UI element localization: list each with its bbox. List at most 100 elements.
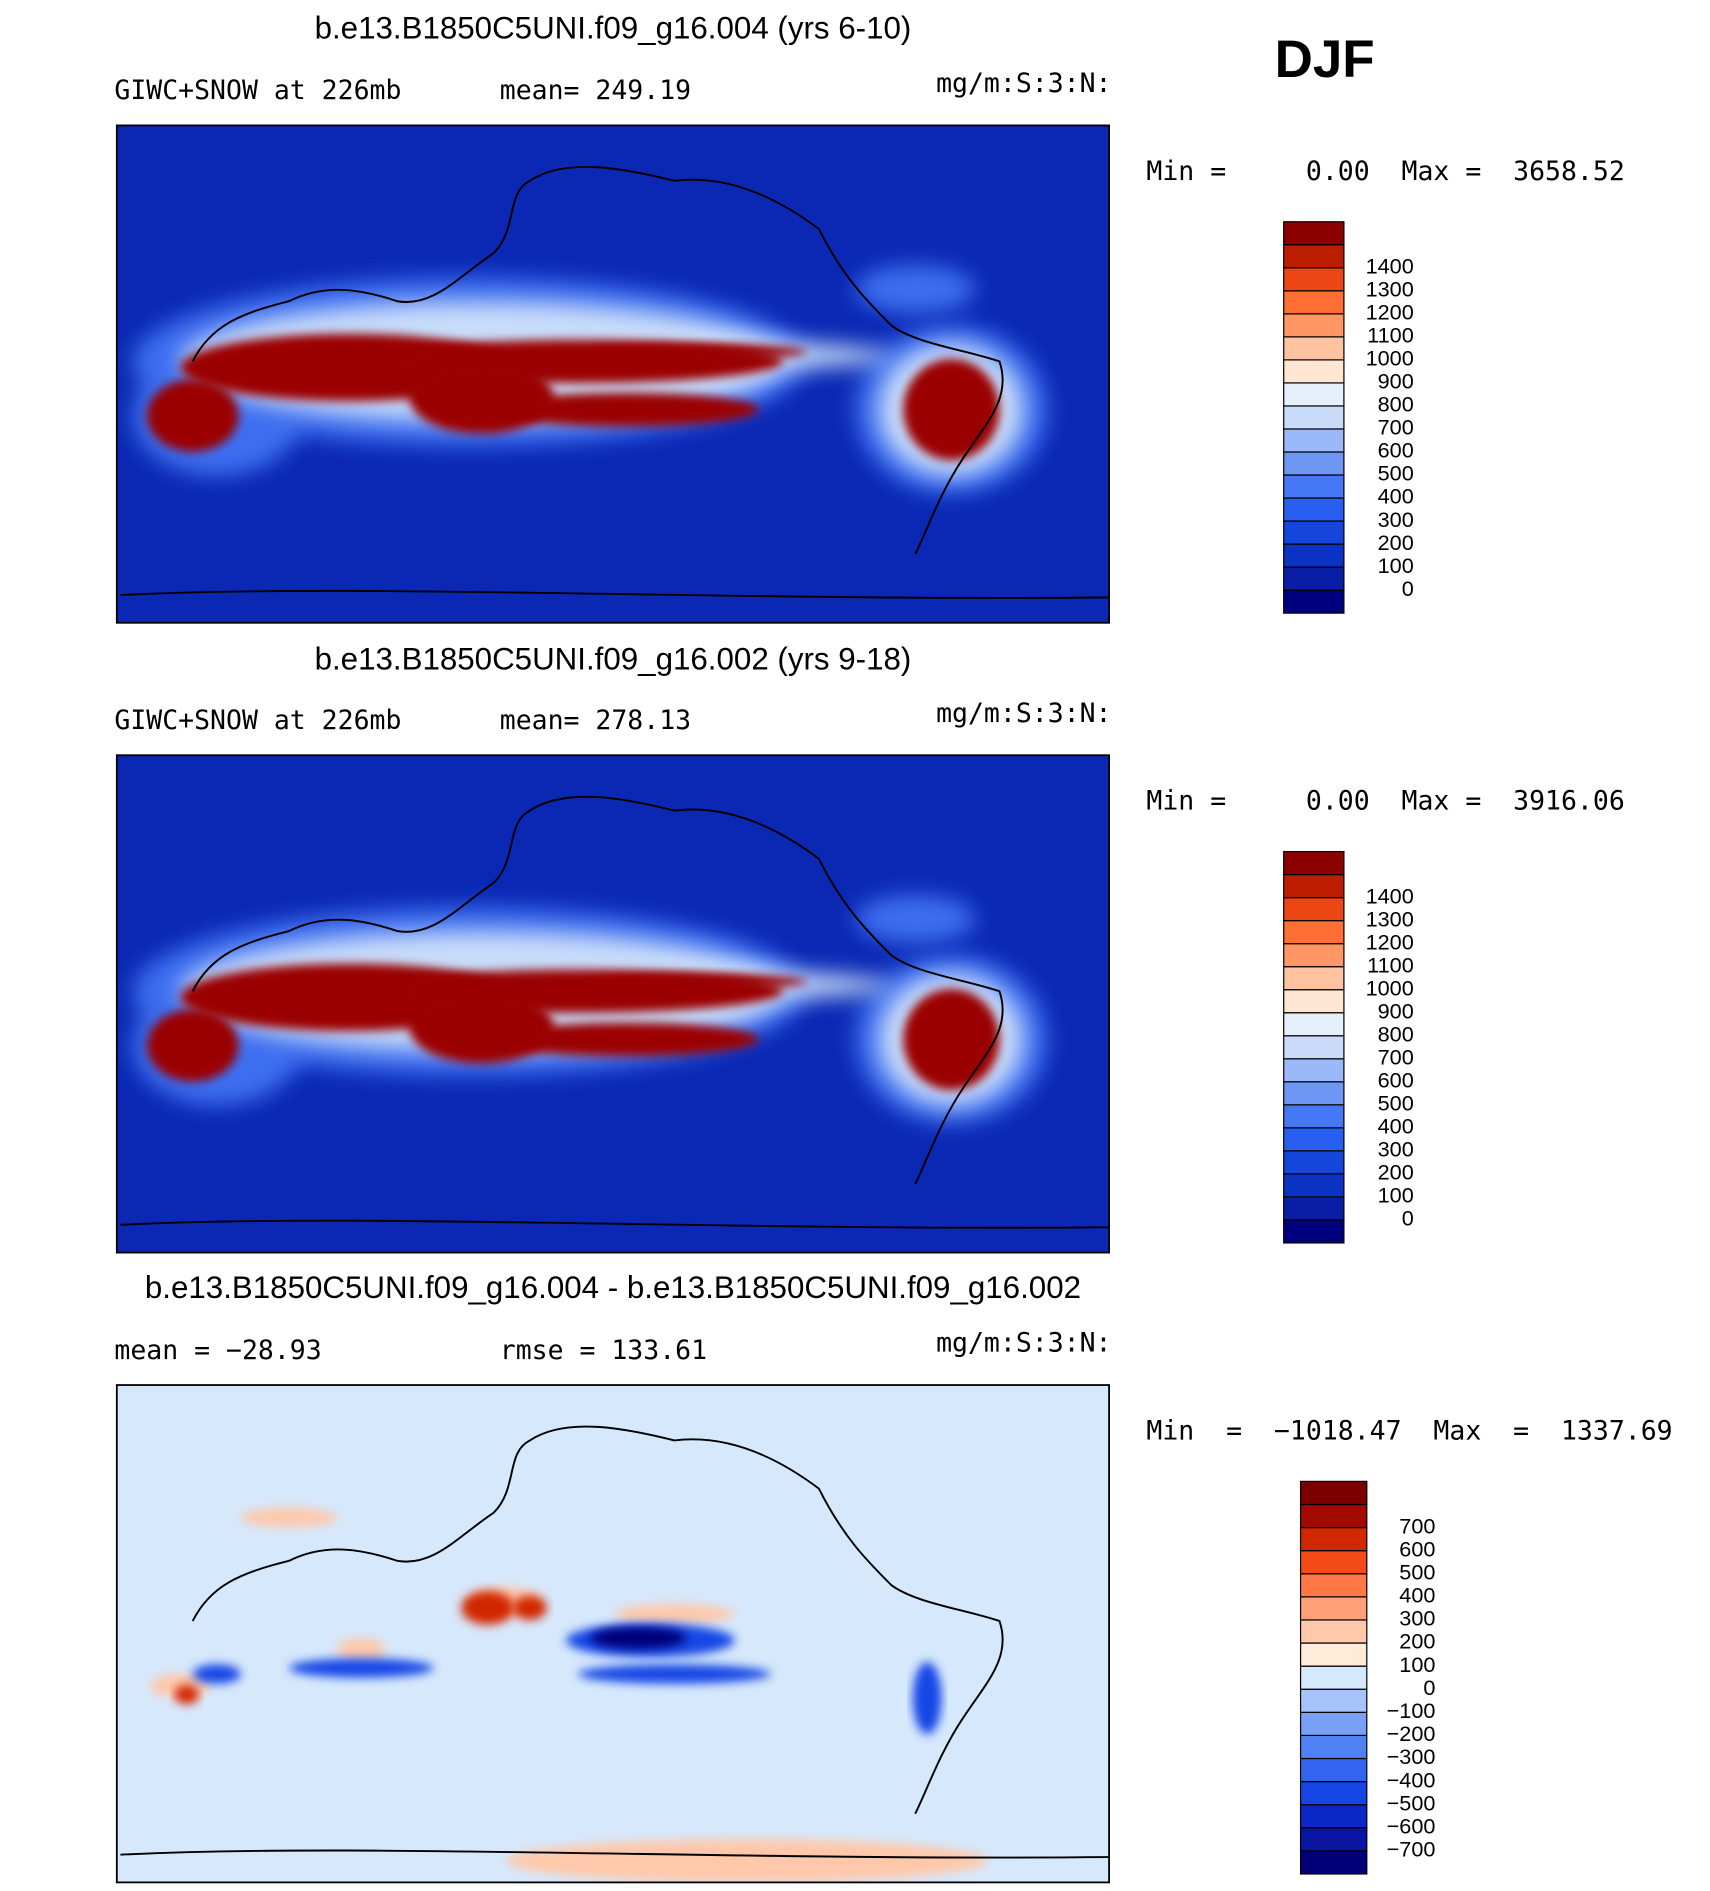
colorbar-label: −400 [1387,1767,1436,1792]
panel-units: mg/m:S:3:N: [936,68,1111,99]
map-field [116,125,1110,623]
field-blob [912,1662,942,1735]
panel-minmax: Min = 0.00 Max = 3916.06 [1146,786,1624,817]
colorbar-label: 600 [1399,1536,1435,1561]
season-label: DJF [1275,30,1375,89]
colorbar-label: 700 [1378,1044,1414,1069]
colorbar-box [1283,1081,1345,1106]
colorbar-box [1283,359,1345,384]
colorbar-label: 200 [1399,1629,1435,1654]
colorbar-label: −500 [1387,1790,1436,1815]
field-blob [174,1684,199,1705]
colorbar-label: 0 [1402,576,1414,601]
colorbar-label: 1300 [1366,277,1414,302]
colorbar-box [1283,989,1345,1014]
colorbar-label: −200 [1387,1721,1436,1746]
colorbar-box [1299,1526,1368,1552]
colorbar-box [1283,543,1345,568]
colorbar-box [1283,897,1345,922]
field-blob [505,1839,988,1883]
field-blob [493,392,759,427]
panel-minmax: Min = −1018.47 Max = 1337.69 [1146,1416,1672,1447]
field-blob [614,1604,735,1624]
colorbar-box [1283,1012,1345,1037]
colorbar-label: 400 [1378,484,1414,509]
colorbar-box [1299,1596,1368,1621]
colorbar-label: 200 [1378,530,1414,555]
panel-stat-label: rmse = 133.61 [500,1335,707,1366]
colorbar-label: 0 [1402,1206,1414,1231]
map [115,754,1110,1254]
colorbar-box [1283,267,1345,292]
colorbar-box [1283,1150,1345,1175]
panel-stat-label: mean= 278.13 [500,705,691,736]
colorbar-label: 500 [1378,1091,1414,1116]
map-field [116,755,1110,1253]
panel-title: b.e13.B1850C5UNI.f09_g16.002 (yrs 9-18) [315,642,912,677]
field-blob [903,988,1000,1091]
colorbar-label: 1300 [1366,906,1414,931]
colorbar-label: 100 [1399,1652,1435,1677]
colorbar-box [1299,1665,1368,1690]
colorbar-label: 400 [1399,1583,1435,1608]
colorbar-box [1283,382,1345,407]
colorbar-box [1283,313,1345,338]
colorbar-label: 900 [1378,369,1414,394]
colorbar-box [1299,1804,1368,1829]
field-blob [461,1590,515,1625]
field-blob [337,1637,386,1663]
panel-left-label: GIWC+SNOW at 226mb [114,705,401,736]
field-blob [590,1627,687,1649]
colorbar-label: 700 [1399,1513,1435,1538]
colorbar-box [1299,1827,1368,1852]
panel-title: b.e13.B1850C5UNI.f09_g16.004 (yrs 6-10) [315,11,912,46]
colorbar-label: 1400 [1366,883,1414,908]
colorbar-box [1283,451,1345,476]
colorbar-label: 300 [1399,1606,1435,1631]
panel-stat-label: mean= 249.19 [500,75,691,106]
colorbar-label: 1100 [1367,323,1414,348]
colorbar-box [1299,1619,1368,1644]
colorbar-box [1299,1711,1368,1737]
colorbar-box [1299,1550,1368,1575]
coastline [120,1849,1110,1859]
colorbar-box [1283,428,1345,453]
colorbar-label: −600 [1387,1813,1436,1838]
colorbar-label: 300 [1378,1137,1414,1162]
panel-title: b.e13.B1850C5UNI.f09_g16.004 - b.e13.B18… [145,1270,1081,1305]
field-blob [493,1022,759,1057]
colorbar-box [1299,1850,1368,1875]
colorbar-label: 700 [1378,415,1414,440]
colorbar-label: 400 [1378,1114,1414,1139]
colorbar-box [1299,1780,1368,1806]
colorbar-box [1283,520,1345,545]
colorbar-box [1299,1757,1368,1783]
field-blob [578,1664,771,1684]
colorbar-box [1283,244,1345,269]
colorbar-box [1283,966,1345,991]
colorbar-label: 100 [1378,1183,1414,1208]
colorbar-box [1299,1503,1368,1529]
panel-units: mg/m:S:3:N: [936,698,1111,729]
colorbar-label: 1200 [1366,300,1414,325]
colorbar-label: 1400 [1366,254,1414,279]
colorbar-label: 500 [1378,461,1414,486]
colorbar-box [1283,873,1345,899]
field-blob [590,344,807,360]
colorbar-box [1283,497,1345,522]
map-frame [115,1384,1110,1884]
colorbar-box [1283,474,1345,499]
colorbar-label: 500 [1399,1559,1435,1584]
map-field [116,1385,1110,1883]
colorbar-label: 0 [1423,1675,1435,1700]
colorbar-label: 200 [1378,1160,1414,1185]
colorbar-box [1299,1573,1368,1598]
map [115,124,1110,624]
colorbar-label: −100 [1387,1698,1436,1723]
colorbar-box [1299,1688,1368,1713]
map-frame [115,754,1110,1254]
colorbar-label: −700 [1387,1837,1436,1862]
colorbar-box [1299,1642,1368,1667]
colorbar-label: 1100 [1367,952,1414,977]
colorbar-label: −300 [1387,1744,1436,1769]
